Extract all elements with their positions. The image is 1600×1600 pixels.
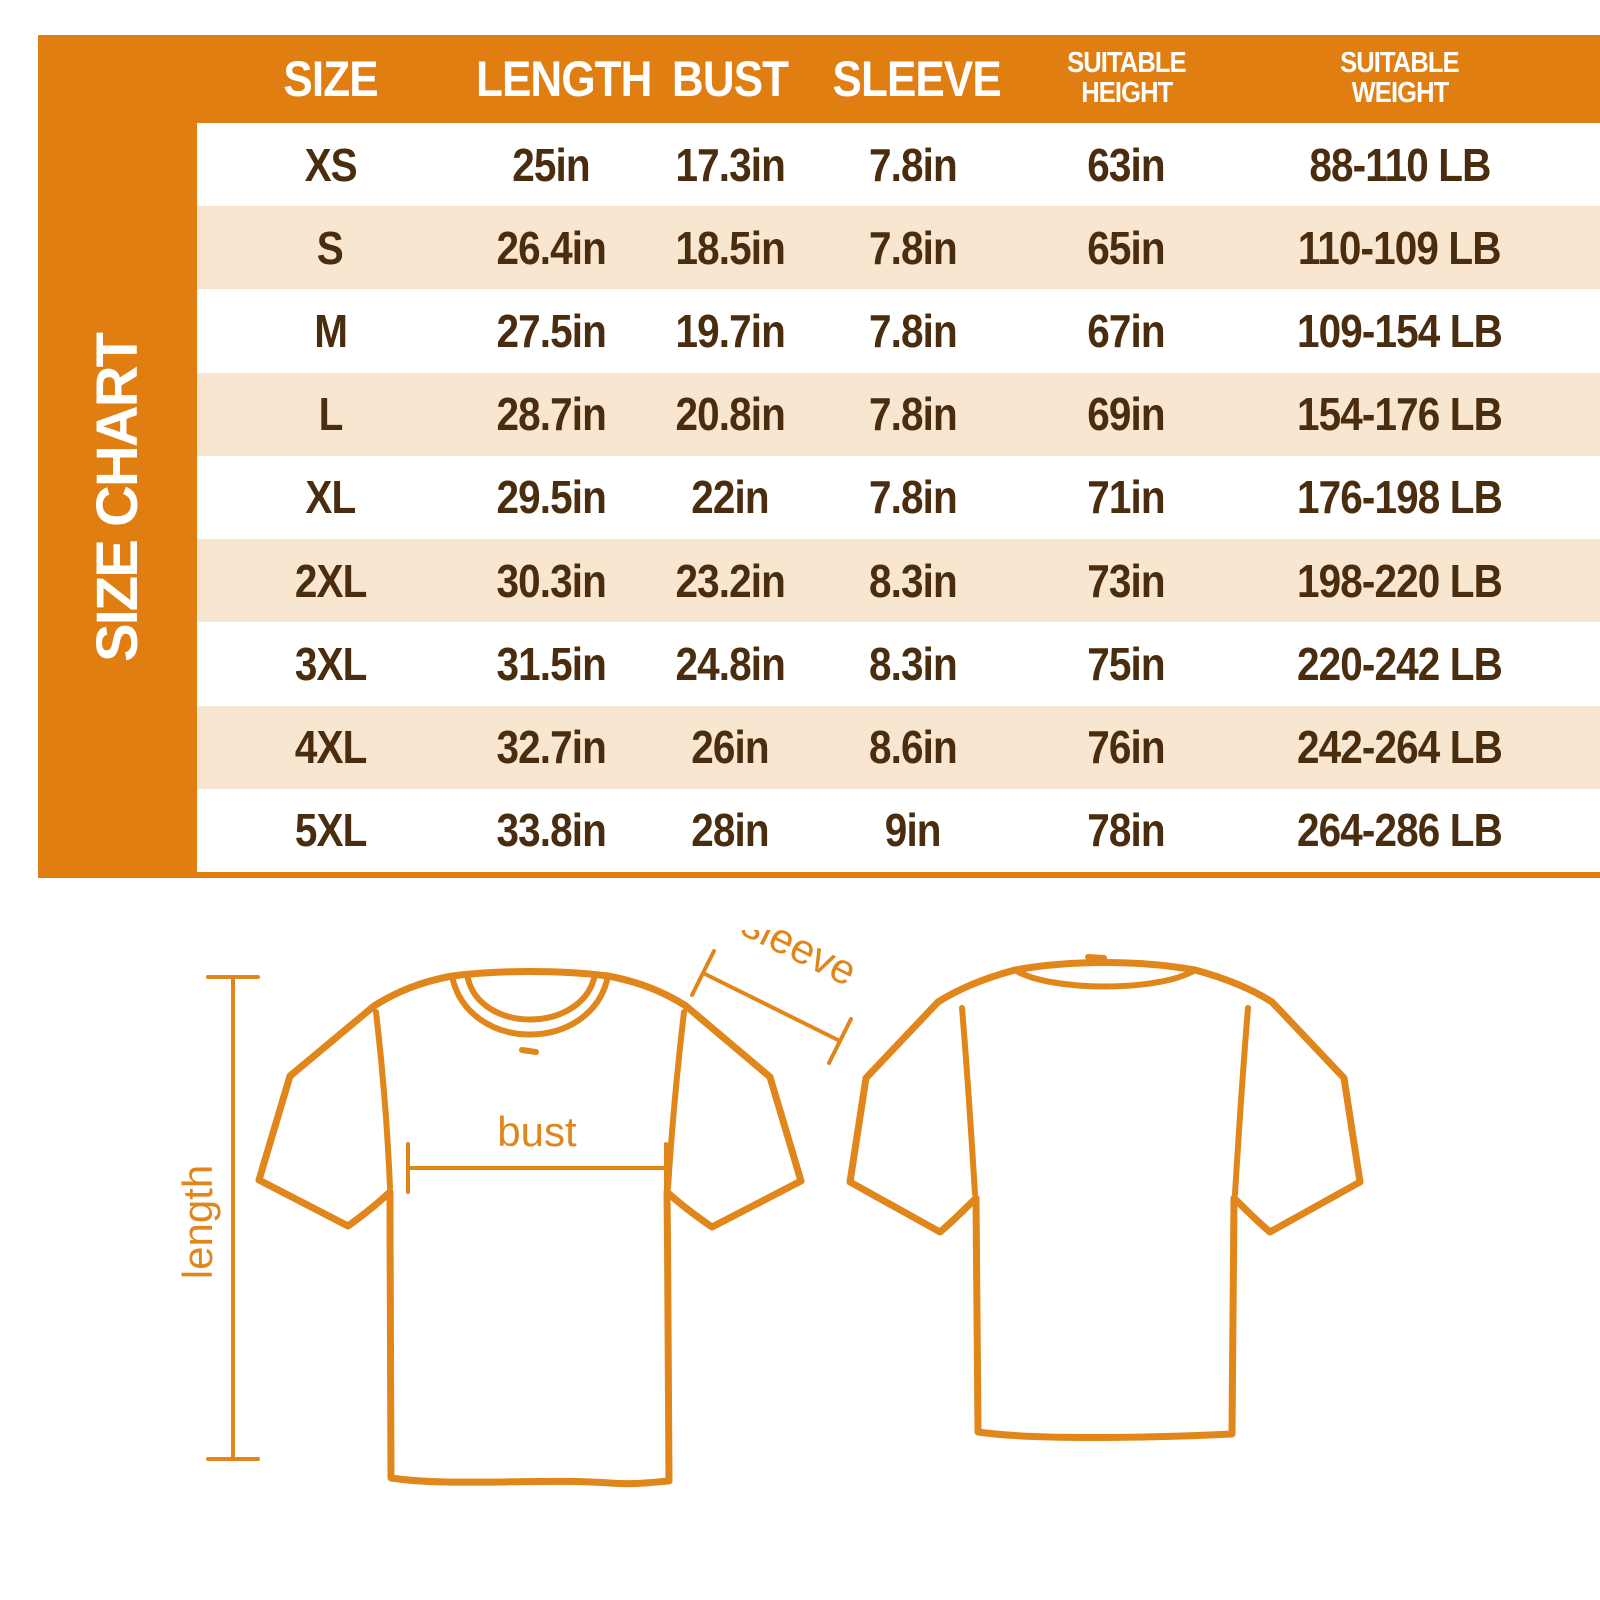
cell-sleeve: 7.8in: [868, 221, 958, 274]
cell-height: 67in: [1087, 305, 1166, 358]
cell-size: L: [318, 388, 343, 441]
size-table-rows: XS 25in 17.3in 7.8in 63in 88-110 LB S 26…: [197, 123, 1600, 872]
sidebar-title: SIZE CHART: [85, 333, 150, 662]
cell-sleeve: 8.3in: [868, 554, 958, 607]
table-row-s: S 26.4in 18.5in 7.8in 65in 110-109 LB: [197, 206, 1600, 290]
sleeve-label: sleeve: [735, 930, 865, 995]
header-cell-sleeve: SLEEVE: [832, 50, 1002, 107]
cell-length: 30.3in: [496, 554, 606, 607]
cell-bust: 22in: [691, 471, 769, 524]
table-row-m: M 27.5in 19.7in 7.8in 67in 109-154 LB: [197, 289, 1600, 373]
cell-bust: 23.2in: [675, 554, 785, 607]
cell-weight: 110-109 LB: [1298, 221, 1502, 274]
cell-bust: 18.5in: [675, 221, 785, 274]
cell-length: 32.7in: [496, 721, 606, 774]
header-cell-length: LENGTH: [475, 50, 652, 107]
cell-sleeve: 7.8in: [868, 305, 958, 358]
cell-size: 3XL: [294, 637, 367, 690]
header-cell-suitable-weight: SUITABLE WEIGHT: [1340, 47, 1460, 109]
size-chart-table: SIZE LENGTH BUST SLEEVE SUITABLE HEIGHT S…: [38, 35, 1600, 878]
cell-height: 76in: [1087, 721, 1166, 774]
bust-label: bust: [497, 1108, 577, 1155]
table-row-l: L 28.7in 20.8in 7.8in 69in 154-176 LB: [197, 372, 1600, 456]
cell-length: 25in: [512, 138, 591, 191]
header-cell-bust: BUST: [671, 50, 789, 107]
back-tshirt-outline: [846, 954, 1364, 1442]
cell-length: 26.4in: [496, 221, 606, 274]
cell-sleeve: 9in: [884, 804, 942, 857]
tshirt-diagram-svg: length bust sleeve: [174, 930, 1364, 1488]
cell-bust: 20.8in: [675, 388, 785, 441]
table-header-row: SIZE LENGTH BUST SLEEVE SUITABLE HEIGHT S…: [197, 35, 1600, 123]
cell-bust: 24.8in: [675, 637, 785, 690]
cell-size: M: [313, 305, 348, 358]
cell-sleeve: 7.8in: [868, 388, 958, 441]
cell-height: 71in: [1087, 471, 1166, 524]
cell-weight: 154-176 LB: [1297, 388, 1503, 441]
cell-sleeve: 7.8in: [868, 471, 958, 524]
cell-bust: 17.3in: [675, 138, 785, 191]
length-label: length: [174, 1165, 221, 1279]
cell-height: 73in: [1087, 554, 1166, 607]
bust-measure-line: bust: [406, 1108, 668, 1194]
tshirt-measurement-diagram: length bust sleeve: [0, 930, 1600, 1580]
length-measure-line: length: [174, 975, 260, 1461]
front-tshirt-outline: [255, 968, 805, 1488]
cell-weight: 198-220 LB: [1297, 554, 1503, 607]
cell-sleeve: 8.3in: [868, 637, 958, 690]
cell-height: 78in: [1087, 804, 1166, 857]
cell-size: XL: [305, 471, 356, 524]
table-row-xl: XL 29.5in 22in 7.8in 71in 176-198 LB: [197, 455, 1600, 540]
table-row-4xl: 4XL 32.7in 26in 8.6in 76in 242-264 LB: [197, 705, 1600, 789]
cell-length: 31.5in: [496, 637, 606, 690]
cell-sleeve: 7.8in: [868, 138, 958, 191]
cell-length: 33.8in: [496, 804, 606, 857]
cell-size: XS: [304, 138, 357, 191]
table-row-5xl: 5XL 33.8in 28in 9in 78in 264-286 LB: [197, 788, 1600, 872]
cell-length: 29.5in: [496, 471, 606, 524]
table-row-3xl: 3XL 31.5in 24.8in 8.3in 75in 220-242 LB: [197, 622, 1600, 706]
cell-sleeve: 8.6in: [868, 721, 958, 774]
header-cell-suitable-height: SUITABLE HEIGHT: [1067, 47, 1187, 109]
cell-weight: 176-198 LB: [1297, 471, 1503, 524]
cell-height: 63in: [1087, 138, 1166, 191]
cell-weight: 220-242 LB: [1297, 637, 1503, 690]
cell-height: 75in: [1087, 637, 1166, 690]
cell-weight: 88-110 LB: [1309, 138, 1491, 191]
cell-length: 28.7in: [496, 388, 606, 441]
cell-bust: 28in: [691, 804, 769, 857]
cell-bust: 26in: [691, 721, 769, 774]
cell-bust: 19.7in: [675, 305, 785, 358]
cell-weight: 242-264 LB: [1297, 721, 1503, 774]
table-row-2xl: 2XL 30.3in 23.2in 8.3in 73in 198-220 LB: [197, 539, 1600, 623]
table-row-xs: XS 25in 17.3in 7.8in 63in 88-110 LB: [197, 123, 1600, 207]
cell-size: 2XL: [294, 554, 367, 607]
cell-size: S: [317, 221, 344, 274]
cell-size: 4XL: [294, 721, 367, 774]
cell-height: 69in: [1087, 388, 1166, 441]
header-cell-size: SIZE: [283, 50, 378, 107]
cell-weight: 264-286 LB: [1297, 804, 1503, 857]
cell-size: 5XL: [294, 804, 367, 857]
cell-length: 27.5in: [496, 305, 606, 358]
cell-weight: 109-154 LB: [1297, 305, 1503, 358]
cell-height: 65in: [1087, 221, 1166, 274]
